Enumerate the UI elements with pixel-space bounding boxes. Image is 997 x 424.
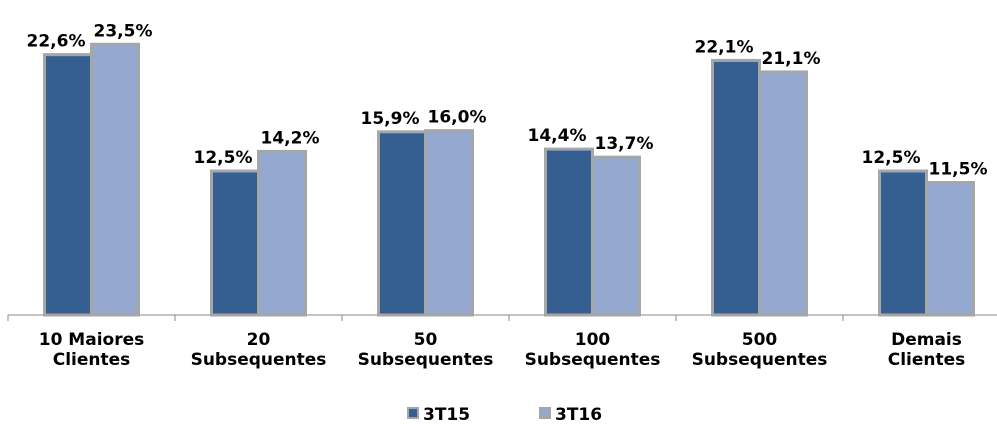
value-label: 16,0% xyxy=(428,108,487,128)
x-tick-label-line: Clientes xyxy=(888,350,966,370)
x-tick-label-line: 10 Maiores xyxy=(39,330,145,350)
legend-swatch xyxy=(539,407,551,419)
value-label: 21,1% xyxy=(762,49,821,69)
legend-label: 3T16 xyxy=(555,405,602,424)
x-tick-label: 20 Subsequentes xyxy=(191,330,327,370)
value-label: 12,5% xyxy=(194,148,253,168)
bar xyxy=(424,129,474,317)
x-tick-label-line: Demais xyxy=(891,330,962,350)
x-tick-label: 10 Maiores Clientes xyxy=(39,330,145,370)
x-tick-label: Demais Clientes xyxy=(888,330,966,370)
value-label: 22,1% xyxy=(695,37,754,57)
bar xyxy=(925,181,975,317)
x-tick-label-line: 100 xyxy=(575,330,611,350)
x-tick-label-line: Subsequentes xyxy=(191,350,327,370)
x-tick-label-line: 500 xyxy=(742,330,778,350)
value-label: 14,4% xyxy=(528,126,587,146)
x-tick-label: 50 Subsequentes xyxy=(358,330,494,370)
x-tick-label-line: Clientes xyxy=(53,350,131,370)
x-tick-label: 100 Subsequentes xyxy=(525,330,661,370)
bar xyxy=(758,70,808,317)
x-tick-label-line: 50 xyxy=(414,330,438,350)
x-tick-label-line: Subsequentes xyxy=(525,350,661,370)
value-label: 23,5% xyxy=(94,21,153,41)
bar xyxy=(711,58,761,317)
bar xyxy=(210,169,260,317)
bar xyxy=(257,149,307,317)
value-label: 11,5% xyxy=(929,160,988,180)
x-tick-label-line: 20 xyxy=(247,330,271,350)
bar xyxy=(878,169,928,317)
bar xyxy=(591,155,641,317)
legend-swatch xyxy=(407,407,419,419)
value-label: 12,5% xyxy=(862,148,921,168)
value-label: 13,7% xyxy=(595,134,654,154)
bar xyxy=(377,130,427,317)
bar xyxy=(43,53,93,317)
x-tick-label: 500 Subsequentes xyxy=(692,330,828,370)
value-label: 14,2% xyxy=(261,128,320,148)
bar xyxy=(90,42,140,317)
x-tick-label-line: Subsequentes xyxy=(358,350,494,370)
value-label: 15,9% xyxy=(361,109,420,129)
legend-label: 3T15 xyxy=(423,405,470,424)
bar xyxy=(544,147,594,317)
value-label: 22,6% xyxy=(27,32,86,52)
x-tick-label-line: Subsequentes xyxy=(692,350,828,370)
